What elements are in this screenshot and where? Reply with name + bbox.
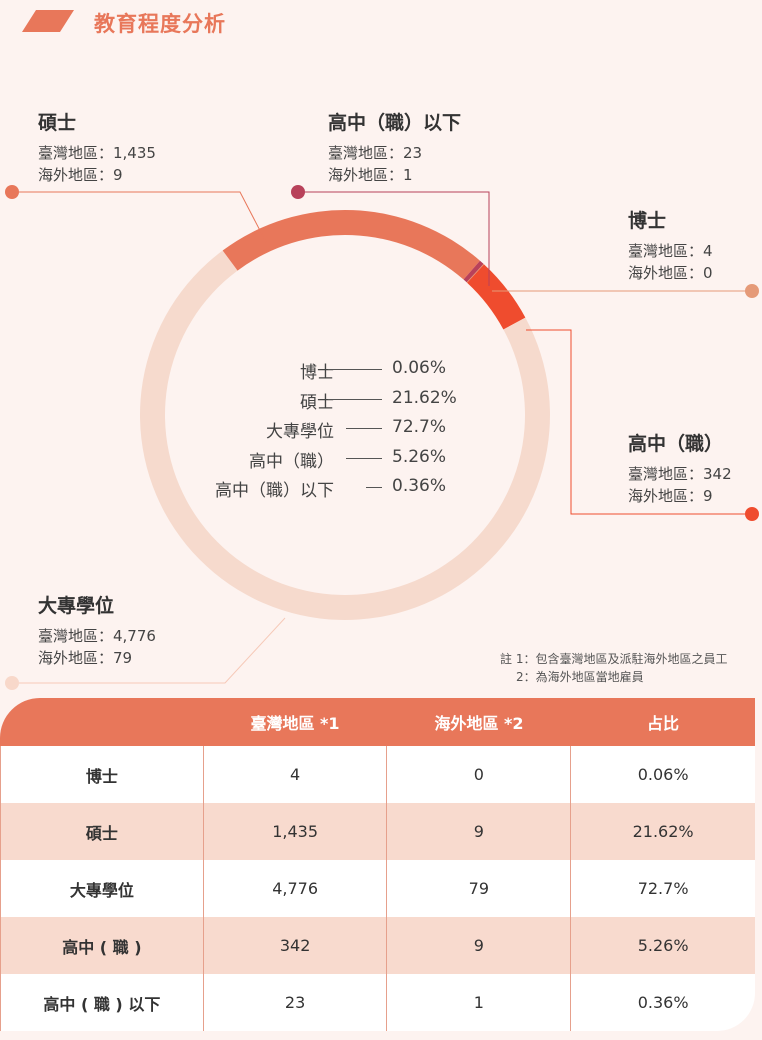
center-legend-line	[346, 428, 382, 429]
table-cell-taiwan: 4	[204, 746, 388, 803]
table-row: 大專學位 4,776 79 72.7%	[1, 860, 755, 917]
table-cell-share: 0.06%	[637, 765, 689, 784]
table-cell-share: 0.36%	[637, 993, 689, 1012]
table-cell-category: 博士	[1, 746, 204, 803]
callout-taiwan: 臺灣地區：23	[328, 144, 423, 162]
table-header-taiwan: 臺灣地區 *1	[250, 714, 340, 733]
callout-highschool: 高中（職） 臺灣地區：342 海外地區：9	[628, 429, 732, 507]
footnote-2: 2：為海外地區當地雇員	[516, 670, 644, 684]
callout-title: 大專學位	[38, 595, 115, 617]
center-legend-line	[346, 457, 382, 459]
center-legend-line	[366, 487, 382, 488]
leader-dot-highschool	[745, 507, 759, 521]
table-cell-overseas: 79	[387, 860, 572, 917]
callout-title: 碩士	[38, 112, 77, 134]
center-legend-name: 大專學位	[266, 422, 334, 442]
center-legend-row: 大專學位 72.7%	[220, 415, 470, 445]
table-cell-category: 高中 ( 職 )	[1, 917, 204, 974]
table-header-overseas: 海外地區 *2	[434, 714, 524, 733]
leader-dot-below	[291, 185, 305, 199]
center-legend: 博士 0.06% 碩士 21.62% 大專學位 72.7% 高中（職） 5.26…	[215, 356, 470, 504]
callout-bachelor: 大專學位 臺灣地區：4,776 海外地區：79	[38, 591, 156, 669]
table-cell-overseas: 1	[387, 974, 572, 1031]
table-cell-taiwan: 1,435	[204, 803, 388, 860]
callout-taiwan: 臺灣地區：1,435	[38, 144, 156, 162]
table-cell-share: 5.26%	[637, 936, 689, 955]
center-legend-row: 碩士 21.62%	[220, 386, 470, 416]
center-legend-row: 博士 0.06%	[220, 356, 470, 386]
callout-master: 碩士 臺灣地區：1,435 海外地區：9	[38, 108, 156, 186]
table-cell-taiwan: 342	[204, 917, 388, 974]
leader-line-master	[12, 191, 268, 245]
table-header-share: 占比	[646, 714, 679, 733]
center-legend-name: 高中（職）以下	[215, 481, 334, 501]
center-legend-row: 高中（職） 5.26%	[220, 445, 470, 475]
callout-overseas: 海外地區：9	[628, 487, 713, 505]
education-donut-chart	[5, 185, 759, 690]
callout-title: 博士	[628, 210, 667, 232]
table-header-cell	[0, 698, 203, 746]
footnote-1: 註 1：包含臺灣地區及派駐海外地區之員工	[500, 652, 728, 666]
center-legend-line	[328, 398, 382, 400]
center-legend-value: 0.36%	[392, 476, 447, 496]
table-body: 博士 4 0 0.06% 碩士 1,435 9 21.62% 大專學位 4,77…	[0, 746, 755, 1031]
callout-taiwan: 臺灣地區：4	[628, 242, 713, 260]
center-legend-row: 高中（職）以下 0.36%	[215, 474, 470, 504]
leader-dot-bachelor	[5, 676, 19, 690]
callout-overseas: 海外地區：9	[38, 166, 123, 184]
table-row: 碩士 1,435 9 21.62%	[1, 803, 755, 860]
parallelogram-icon	[22, 10, 74, 32]
education-table: 臺灣地區 *1 海外地區 *2 占比 博士 4 0 0.06% 碩士 1,435…	[0, 698, 755, 1031]
center-legend-name: 碩士	[300, 392, 334, 413]
center-legend-name: 博士	[300, 363, 334, 383]
table-cell-category: 大專學位	[1, 860, 204, 917]
leader-line-highschool	[526, 329, 752, 515]
callout-overseas: 海外地區：79	[38, 649, 133, 667]
callout-taiwan: 臺灣地區：342	[628, 465, 732, 483]
table-cell-overseas: 9	[387, 803, 572, 860]
table-cell-taiwan: 23	[204, 974, 388, 1031]
footnotes: 註 1：包含臺灣地區及派駐海外地區之員工 2：為海外地區當地雇員	[500, 650, 727, 686]
table-cell-category: 高中 ( 職 ) 以下	[1, 974, 204, 1031]
center-legend-value: 72.7%	[392, 417, 447, 437]
callout-phd: 博士 臺灣地區：4 海外地區：0	[628, 206, 713, 284]
donut-slice-below	[463, 260, 484, 283]
leader-dot-phd	[745, 284, 759, 298]
center-legend-line	[328, 369, 382, 370]
callout-overseas: 海外地區：1	[328, 166, 413, 184]
callout-overseas: 海外地區：0	[628, 264, 713, 282]
center-legend-value: 0.06%	[392, 358, 447, 378]
center-legend-value: 21.62%	[392, 387, 457, 408]
table-cell-category: 碩士	[1, 803, 204, 860]
callout-title: 高中（職）以下	[328, 112, 462, 134]
leader-line-below	[298, 191, 490, 286]
callout-taiwan: 臺灣地區：4,776	[38, 627, 156, 645]
table-row: 高中 ( 職 ) 342 9 5.26%	[1, 917, 755, 974]
callout-title: 高中（職）	[628, 433, 724, 455]
table-cell-overseas: 9	[387, 917, 572, 974]
table-cell-overseas: 0	[387, 746, 572, 803]
table-row: 高中 ( 職 ) 以下 23 1 0.36%	[1, 974, 755, 1031]
donut-slice-highschool	[467, 264, 526, 330]
leader-line-bachelor	[12, 617, 286, 684]
leader-dot-master	[5, 185, 19, 199]
table-cell-taiwan: 4,776	[204, 860, 388, 917]
page-title: 教育程度分析	[94, 12, 226, 36]
table-cell-share: 21.62%	[632, 822, 694, 841]
donut-slice-master	[222, 210, 480, 280]
center-legend-name: 高中（職）	[249, 451, 334, 472]
center-legend-value: 5.26%	[392, 446, 447, 467]
table-cell-share: 72.7%	[637, 879, 689, 898]
callout-below-highschool: 高中（職）以下 臺灣地區：23 海外地區：1	[328, 108, 461, 186]
table-header: 臺灣地區 *1 海外地區 *2 占比	[0, 698, 755, 746]
table-row: 博士 4 0 0.06%	[1, 746, 755, 803]
